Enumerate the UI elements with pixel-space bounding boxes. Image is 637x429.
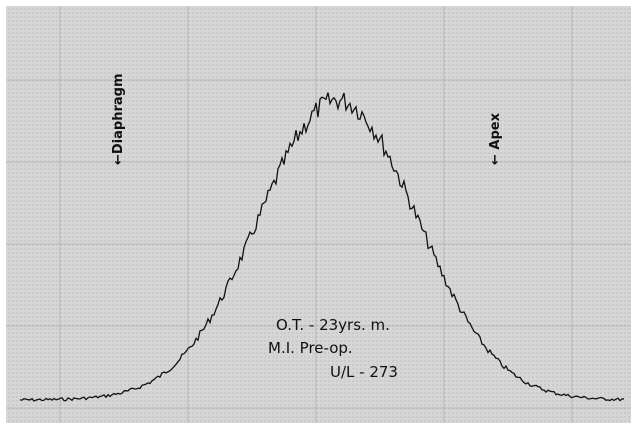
apex-label: ← Apex — [488, 112, 503, 165]
paper — [6, 6, 631, 423]
trace — [19, 92, 625, 402]
annotation-line: M.I. Pre-op. — [268, 339, 353, 357]
annotation-line: O.T. - 23yrs. m. — [276, 316, 390, 334]
grid — [6, 6, 631, 423]
diaphragm-label: ←Diaphragm — [111, 73, 126, 165]
annotation-line: U/L - 273 — [330, 363, 398, 381]
